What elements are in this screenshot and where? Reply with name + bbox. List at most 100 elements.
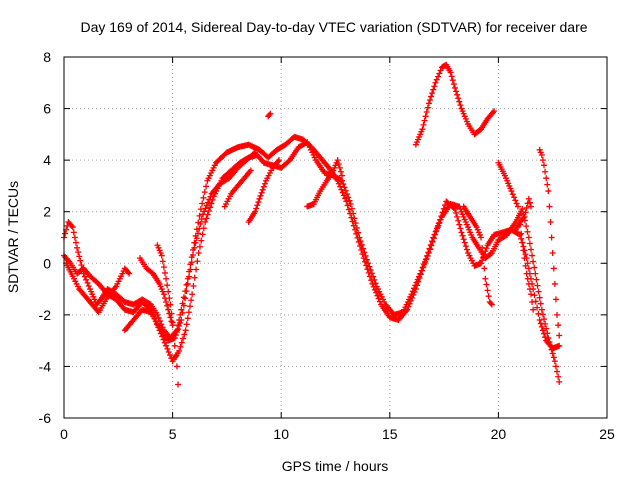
data-point [433, 227, 440, 234]
data-point [125, 269, 132, 276]
chart-title: Day 169 of 2014, Sidereal Day-to-day VTE… [80, 19, 587, 35]
data-point [541, 330, 548, 337]
data-point [454, 213, 461, 220]
data-point [184, 280, 191, 287]
data-point [429, 90, 436, 97]
data-point [529, 298, 536, 305]
data-point [409, 288, 416, 295]
data-point [195, 249, 202, 256]
data-point [71, 234, 78, 241]
data-point [422, 113, 429, 120]
data-point [439, 209, 446, 216]
data-point [423, 255, 430, 262]
y-tick-label: -4 [39, 358, 52, 374]
data-point [489, 109, 496, 116]
data-point [85, 282, 92, 289]
data-point [545, 188, 552, 195]
data-point [556, 342, 563, 349]
data-point [164, 345, 171, 352]
data-point [164, 282, 171, 289]
data-point [453, 88, 460, 95]
data-point [478, 260, 485, 267]
data-point [348, 205, 355, 212]
data-point [491, 108, 498, 115]
data-point [529, 252, 536, 259]
data-point [427, 246, 434, 253]
data-point [455, 95, 462, 102]
data-point [513, 200, 520, 207]
data-point [165, 306, 172, 313]
data-point [511, 194, 518, 201]
data-point [337, 183, 344, 190]
data-point [488, 301, 495, 308]
data-point [431, 83, 438, 90]
x-tick-label: 0 [60, 426, 68, 442]
data-point [250, 150, 257, 157]
data-point [539, 327, 546, 334]
data-point [170, 332, 177, 339]
data-point [182, 327, 189, 334]
data-point [434, 224, 441, 231]
data-point [169, 319, 176, 326]
data-point [548, 234, 555, 241]
data-point [178, 339, 185, 346]
data-point [535, 288, 542, 295]
data-point [408, 291, 415, 298]
data-point [175, 326, 182, 333]
data-point [425, 100, 432, 107]
data-point [420, 261, 427, 268]
data-point [424, 252, 431, 259]
data-point [338, 186, 345, 193]
y-axis-label: SDTVAR / TECUs [5, 181, 21, 293]
data-point [179, 309, 186, 316]
data-point [537, 320, 544, 327]
data-point [374, 292, 381, 299]
data-point [343, 198, 350, 205]
data-point [336, 164, 343, 171]
data-point [419, 264, 426, 271]
data-point [77, 257, 84, 264]
data-point [199, 231, 206, 238]
data-point [254, 202, 261, 209]
data-point [247, 167, 254, 174]
data-point [542, 168, 549, 175]
data-point [126, 270, 133, 277]
data-point [526, 286, 533, 293]
data-point [526, 240, 533, 247]
data-point [426, 96, 433, 103]
data-point [457, 102, 464, 109]
data-point [180, 294, 187, 301]
series-track-2 [61, 139, 563, 365]
x-tick-labels: 0 5 10 15 20 25 [60, 426, 615, 442]
data-point [438, 213, 445, 220]
data-point [487, 250, 494, 257]
data-point [552, 296, 559, 303]
data-point [188, 297, 195, 304]
data-point [517, 231, 524, 238]
y-tick-label: 6 [43, 101, 51, 117]
data-point [358, 241, 365, 248]
data-point [373, 289, 380, 296]
data-point [527, 203, 534, 210]
data-point [371, 286, 378, 293]
data-point [456, 98, 463, 105]
data-point [481, 265, 488, 272]
data-point [165, 348, 172, 355]
data-point [186, 273, 193, 280]
data-point [350, 210, 357, 217]
data-point [185, 309, 192, 316]
data-point [183, 321, 190, 328]
data-point [480, 255, 487, 262]
data-point [412, 282, 419, 289]
data-point [340, 181, 347, 188]
data-point [161, 269, 168, 276]
data-point [259, 186, 266, 193]
data-point [188, 259, 195, 266]
data-point [171, 342, 178, 349]
data-point [207, 193, 214, 200]
data-point [518, 230, 525, 237]
data-point [159, 258, 166, 265]
series-track-15 [536, 146, 563, 339]
data-point [68, 222, 75, 229]
